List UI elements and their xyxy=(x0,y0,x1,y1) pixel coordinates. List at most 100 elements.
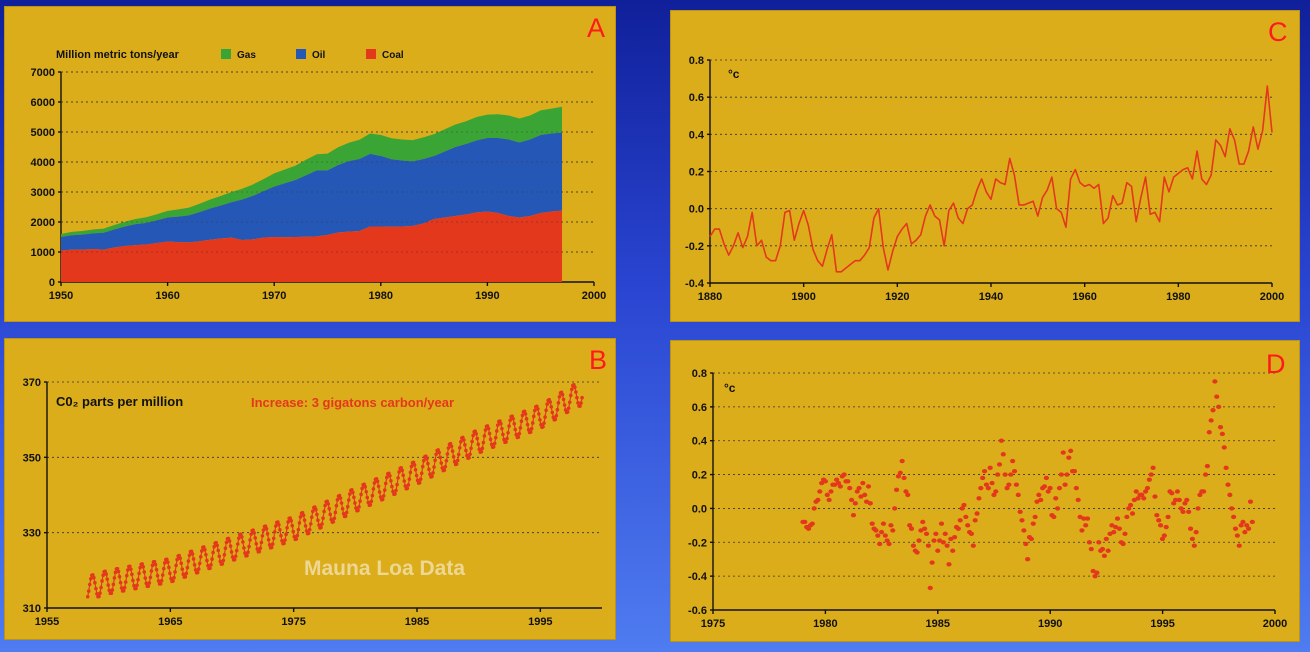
co2-point xyxy=(480,446,485,451)
temperature-point xyxy=(959,506,965,511)
co2-point xyxy=(140,562,144,566)
y-tick-label: 0.6 xyxy=(689,92,704,104)
co2-point xyxy=(438,455,443,460)
co2-point xyxy=(575,395,579,400)
co2-point xyxy=(382,488,387,492)
temperature-point xyxy=(878,529,885,535)
temperature-point xyxy=(1060,450,1066,455)
co2-point xyxy=(502,437,506,442)
temperature-point xyxy=(922,526,928,531)
temperature-point xyxy=(935,548,941,553)
temperature-point xyxy=(1013,482,1019,487)
temperature-point xyxy=(933,531,939,537)
co2-point xyxy=(97,594,101,599)
temperature-point xyxy=(815,497,821,503)
temperature-point xyxy=(1096,540,1102,545)
co2-point xyxy=(332,516,337,521)
co2-point xyxy=(175,557,179,562)
co2-point xyxy=(479,449,484,454)
co2-point xyxy=(106,583,111,587)
co2-point xyxy=(232,557,237,562)
co2-point xyxy=(395,482,399,487)
co2-point xyxy=(142,570,147,574)
x-tick-label: 1980 xyxy=(1166,291,1190,303)
y-tick-label: 0.4 xyxy=(689,129,705,141)
co2-point xyxy=(317,523,321,527)
co2-point xyxy=(455,458,460,463)
co2-point xyxy=(252,531,256,535)
co2-point xyxy=(141,565,145,569)
co2-point xyxy=(278,527,282,532)
temperature-point xyxy=(880,521,887,526)
temperature-point xyxy=(927,585,933,591)
x-tick-label: 1985 xyxy=(926,618,950,630)
co2-point xyxy=(370,493,375,498)
co2-point xyxy=(443,464,448,469)
co2-point xyxy=(174,563,178,568)
co2-point xyxy=(227,539,232,543)
co2-point xyxy=(476,442,481,447)
co2-point xyxy=(352,495,356,500)
co2-point xyxy=(125,568,130,572)
co2-point xyxy=(88,577,93,581)
co2-point xyxy=(451,454,456,459)
temperature-point xyxy=(1047,485,1053,491)
co2-point xyxy=(314,507,318,512)
co2-point xyxy=(309,515,314,519)
co2-point xyxy=(187,553,192,558)
co2-point xyxy=(344,510,349,515)
temperature-point xyxy=(893,487,900,493)
co2-point xyxy=(116,569,121,574)
temperature-point xyxy=(1148,472,1154,477)
co2-point xyxy=(149,569,154,573)
co2-point xyxy=(520,413,525,418)
co2-point xyxy=(257,549,262,554)
temperature-point xyxy=(805,526,812,531)
co2-point xyxy=(334,503,339,508)
co2-point xyxy=(528,430,533,434)
temperature-point xyxy=(1156,518,1162,523)
co2-point xyxy=(400,468,405,473)
co2-point xyxy=(346,498,351,502)
x-tick-label: 1995 xyxy=(1150,618,1174,630)
temperature-point xyxy=(856,485,862,491)
temperature-point xyxy=(1210,408,1216,413)
co2-point xyxy=(578,404,582,408)
temperature-point xyxy=(1011,468,1018,474)
x-tick-label: 1920 xyxy=(885,291,909,303)
co2-point xyxy=(184,571,189,576)
co2-point xyxy=(183,574,188,579)
co2-point xyxy=(319,525,323,530)
temperature-point xyxy=(1023,541,1029,547)
temperature-point xyxy=(978,485,984,491)
co2-point xyxy=(186,559,191,563)
temperature-point xyxy=(1058,472,1064,477)
co2-point xyxy=(297,521,302,525)
temperature-point xyxy=(1144,485,1151,491)
co2-point xyxy=(119,586,124,590)
co2-point xyxy=(107,588,112,593)
y-tick-label: 350 xyxy=(23,452,41,464)
co2-point xyxy=(276,520,280,524)
co2-point xyxy=(543,415,547,419)
temperature-point xyxy=(1186,509,1192,515)
co2-point xyxy=(565,410,570,414)
temperature-point xyxy=(886,541,892,547)
legend-label-oil: Oil xyxy=(312,50,326,61)
co2-point xyxy=(396,476,400,480)
co2-point xyxy=(523,412,528,416)
co2-point xyxy=(393,492,397,496)
co2-point xyxy=(471,433,475,438)
chart-b-title: C0₂ parts per million xyxy=(56,394,183,409)
x-tick-label: 2000 xyxy=(1263,618,1287,630)
temperature-point xyxy=(1238,523,1244,528)
co2-point xyxy=(245,553,249,558)
temperature-point xyxy=(1017,509,1023,515)
y-tick-label: 2000 xyxy=(31,217,55,229)
co2-point xyxy=(549,405,554,409)
co2-point xyxy=(204,552,208,557)
temperature-point xyxy=(944,543,950,548)
co2-point xyxy=(321,516,325,520)
co2-point xyxy=(242,546,246,550)
co2-point xyxy=(500,426,504,431)
